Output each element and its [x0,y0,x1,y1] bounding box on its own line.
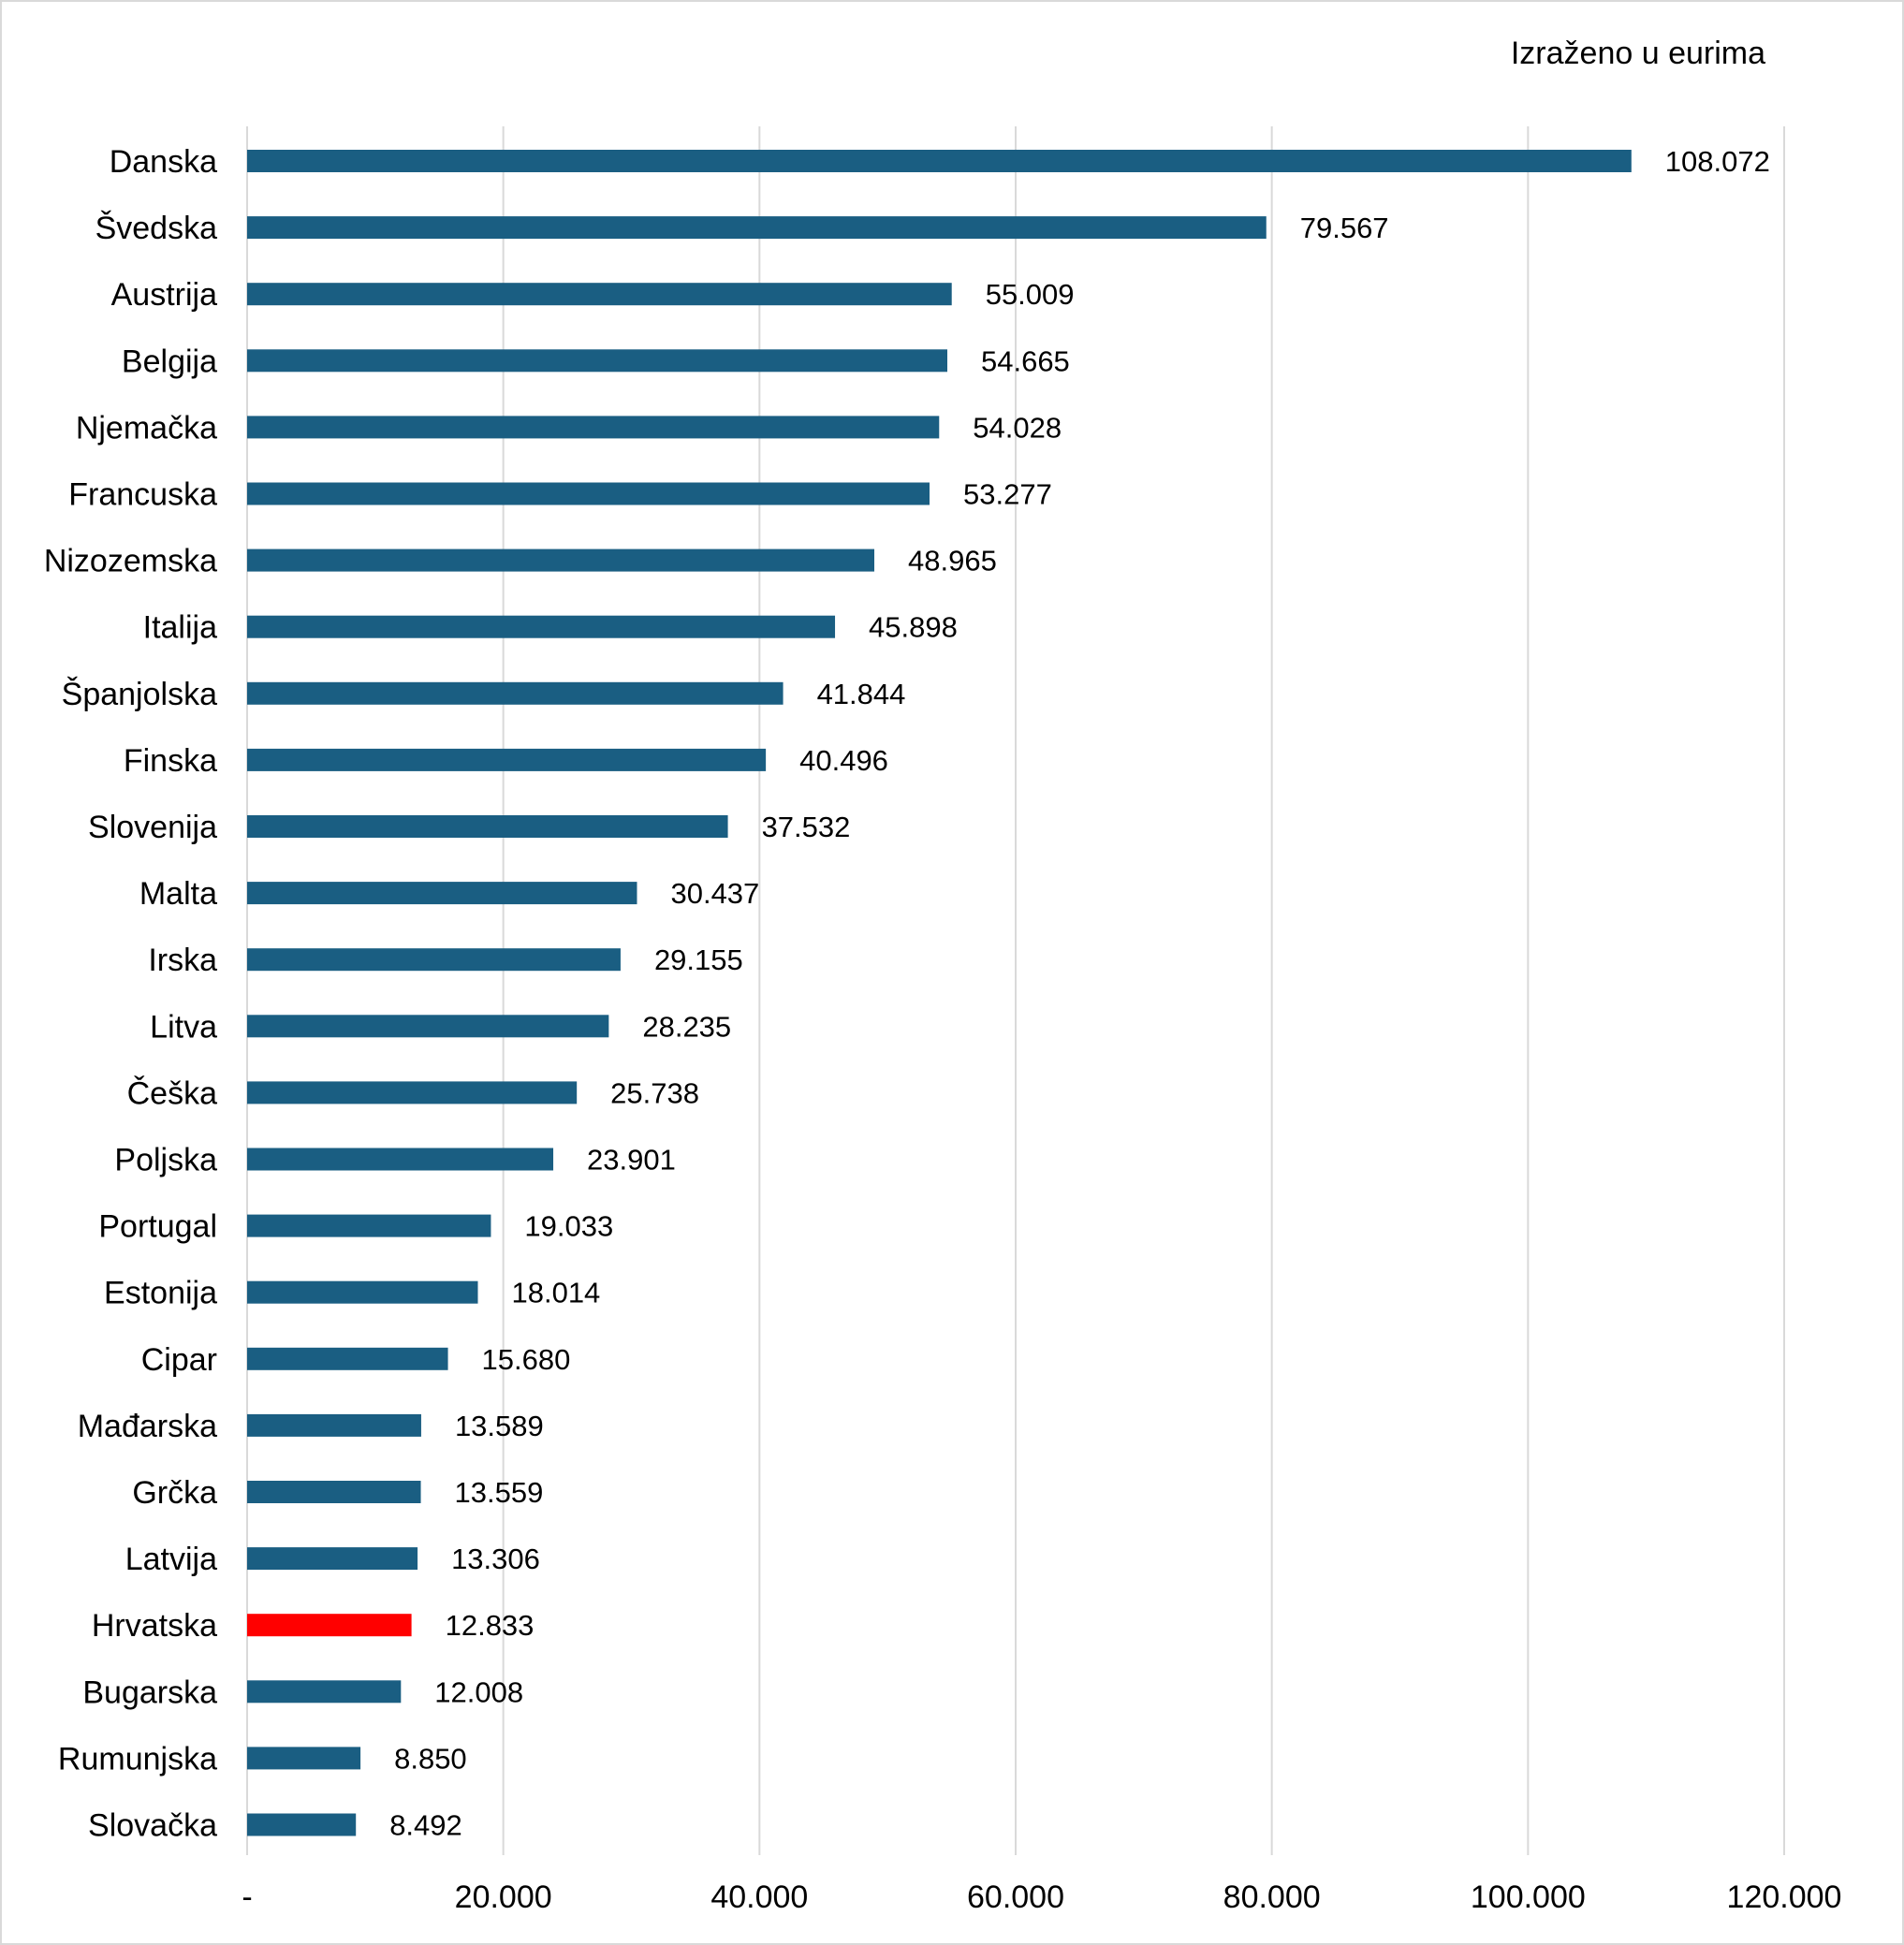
value-label: 8.850 [394,1742,467,1775]
category-label: Irska [148,943,217,978]
category-label: Španjolska [62,677,217,712]
value-label: 12.008 [434,1675,523,1708]
bar [247,416,940,439]
category-label: Austrija [111,277,217,313]
category-label: Latvija [125,1542,217,1577]
x-tick-labels: - 20.000 40.000 60.000 80.000 100.000 120.000 [242,1879,1841,1915]
category-label: Finska [124,743,217,779]
value-label: 28.235 [642,1010,731,1043]
bar [247,1747,361,1770]
value-label: 12.833 [446,1609,535,1642]
value-label: 25.738 [610,1076,699,1109]
value-label: 108.072 [1665,145,1770,178]
category-label: Danska [110,144,217,180]
value-label: 54.665 [981,344,1070,377]
category-label: Švedska [95,211,217,246]
x-tick-label: 100.000 [1471,1879,1586,1915]
value-label: 37.532 [762,811,851,843]
bar [247,1813,357,1836]
category-label: Češka [127,1075,217,1111]
value-label: 45.898 [869,611,958,644]
bar [247,681,784,705]
category-label: Francuska [68,477,217,513]
value-label: 53.277 [963,478,1052,511]
value-label: 15.680 [482,1343,571,1376]
bar [247,1547,418,1571]
category-label: Cipar [141,1342,217,1378]
value-labels: 108.072 79.567 55.009 54.665 54.028 53.277 48.… [389,145,1770,1842]
category-label: Hrvatska [92,1608,217,1644]
category-label: Poljska [114,1143,217,1178]
bar [247,1347,448,1370]
value-label: 18.014 [511,1277,600,1309]
bar [247,615,836,638]
category-label: Litva [150,1009,217,1045]
bar [247,1481,421,1503]
value-label: 79.567 [1300,212,1389,244]
value-label: 54.028 [973,411,1062,444]
bar [247,216,1267,240]
bar [247,748,767,771]
category-label: Grčka [132,1475,217,1511]
gridlines [246,126,1785,1855]
bar [247,548,875,572]
bar [247,482,930,505]
x-tick-label: - [242,1879,252,1915]
bar [247,815,728,838]
value-label: 40.496 [799,744,888,777]
bar [247,1015,609,1038]
category-label: Estonija [104,1276,217,1311]
x-tick-label: 60.000 [967,1879,1064,1915]
value-label: 55.009 [986,278,1075,311]
value-label: 8.492 [389,1809,462,1842]
value-label: 48.965 [908,545,997,578]
bar [247,1214,491,1237]
x-tick-label: 80.000 [1223,1879,1321,1915]
bar [247,1614,412,1637]
bar [247,882,637,905]
value-label: 23.901 [587,1144,676,1177]
bar [247,283,952,306]
category-label: Bugarska [82,1674,217,1710]
value-label: 19.033 [524,1210,613,1243]
bar [247,150,1632,172]
bar [247,1413,421,1437]
category-label: Rumunjska [58,1741,217,1777]
category-label: Belgija [122,344,217,379]
category-labels: Danska Švedska Austrija Belgija Njemačka Fran… [44,144,217,1844]
category-label: Slovačka [88,1808,217,1844]
category-label: Slovenija [88,810,217,845]
x-tick-label: 120.000 [1727,1879,1842,1915]
category-label: Njemačka [76,410,217,446]
category-label: Italija [143,610,217,646]
category-label: Nizozemska [44,544,217,579]
unit-note: Izraženo u eurima [1510,36,1765,71]
value-label: 13.559 [455,1476,544,1509]
value-label: 13.589 [455,1410,544,1442]
bar [247,1148,554,1171]
x-tick-label: 40.000 [710,1879,808,1915]
x-tick-label: 20.000 [455,1879,552,1915]
category-label: Malta [139,876,217,912]
bar [247,349,947,373]
bar [247,948,621,972]
bar [247,1680,402,1704]
value-label: 41.844 [817,678,906,710]
category-label: Mađarska [78,1409,217,1444]
value-label: 29.155 [654,943,743,976]
category-label: Portugal [98,1209,217,1245]
bar [247,1280,478,1304]
value-label: 13.306 [451,1543,540,1575]
value-label: 30.437 [670,877,759,910]
bars [247,150,1632,1836]
bar [247,1081,578,1104]
